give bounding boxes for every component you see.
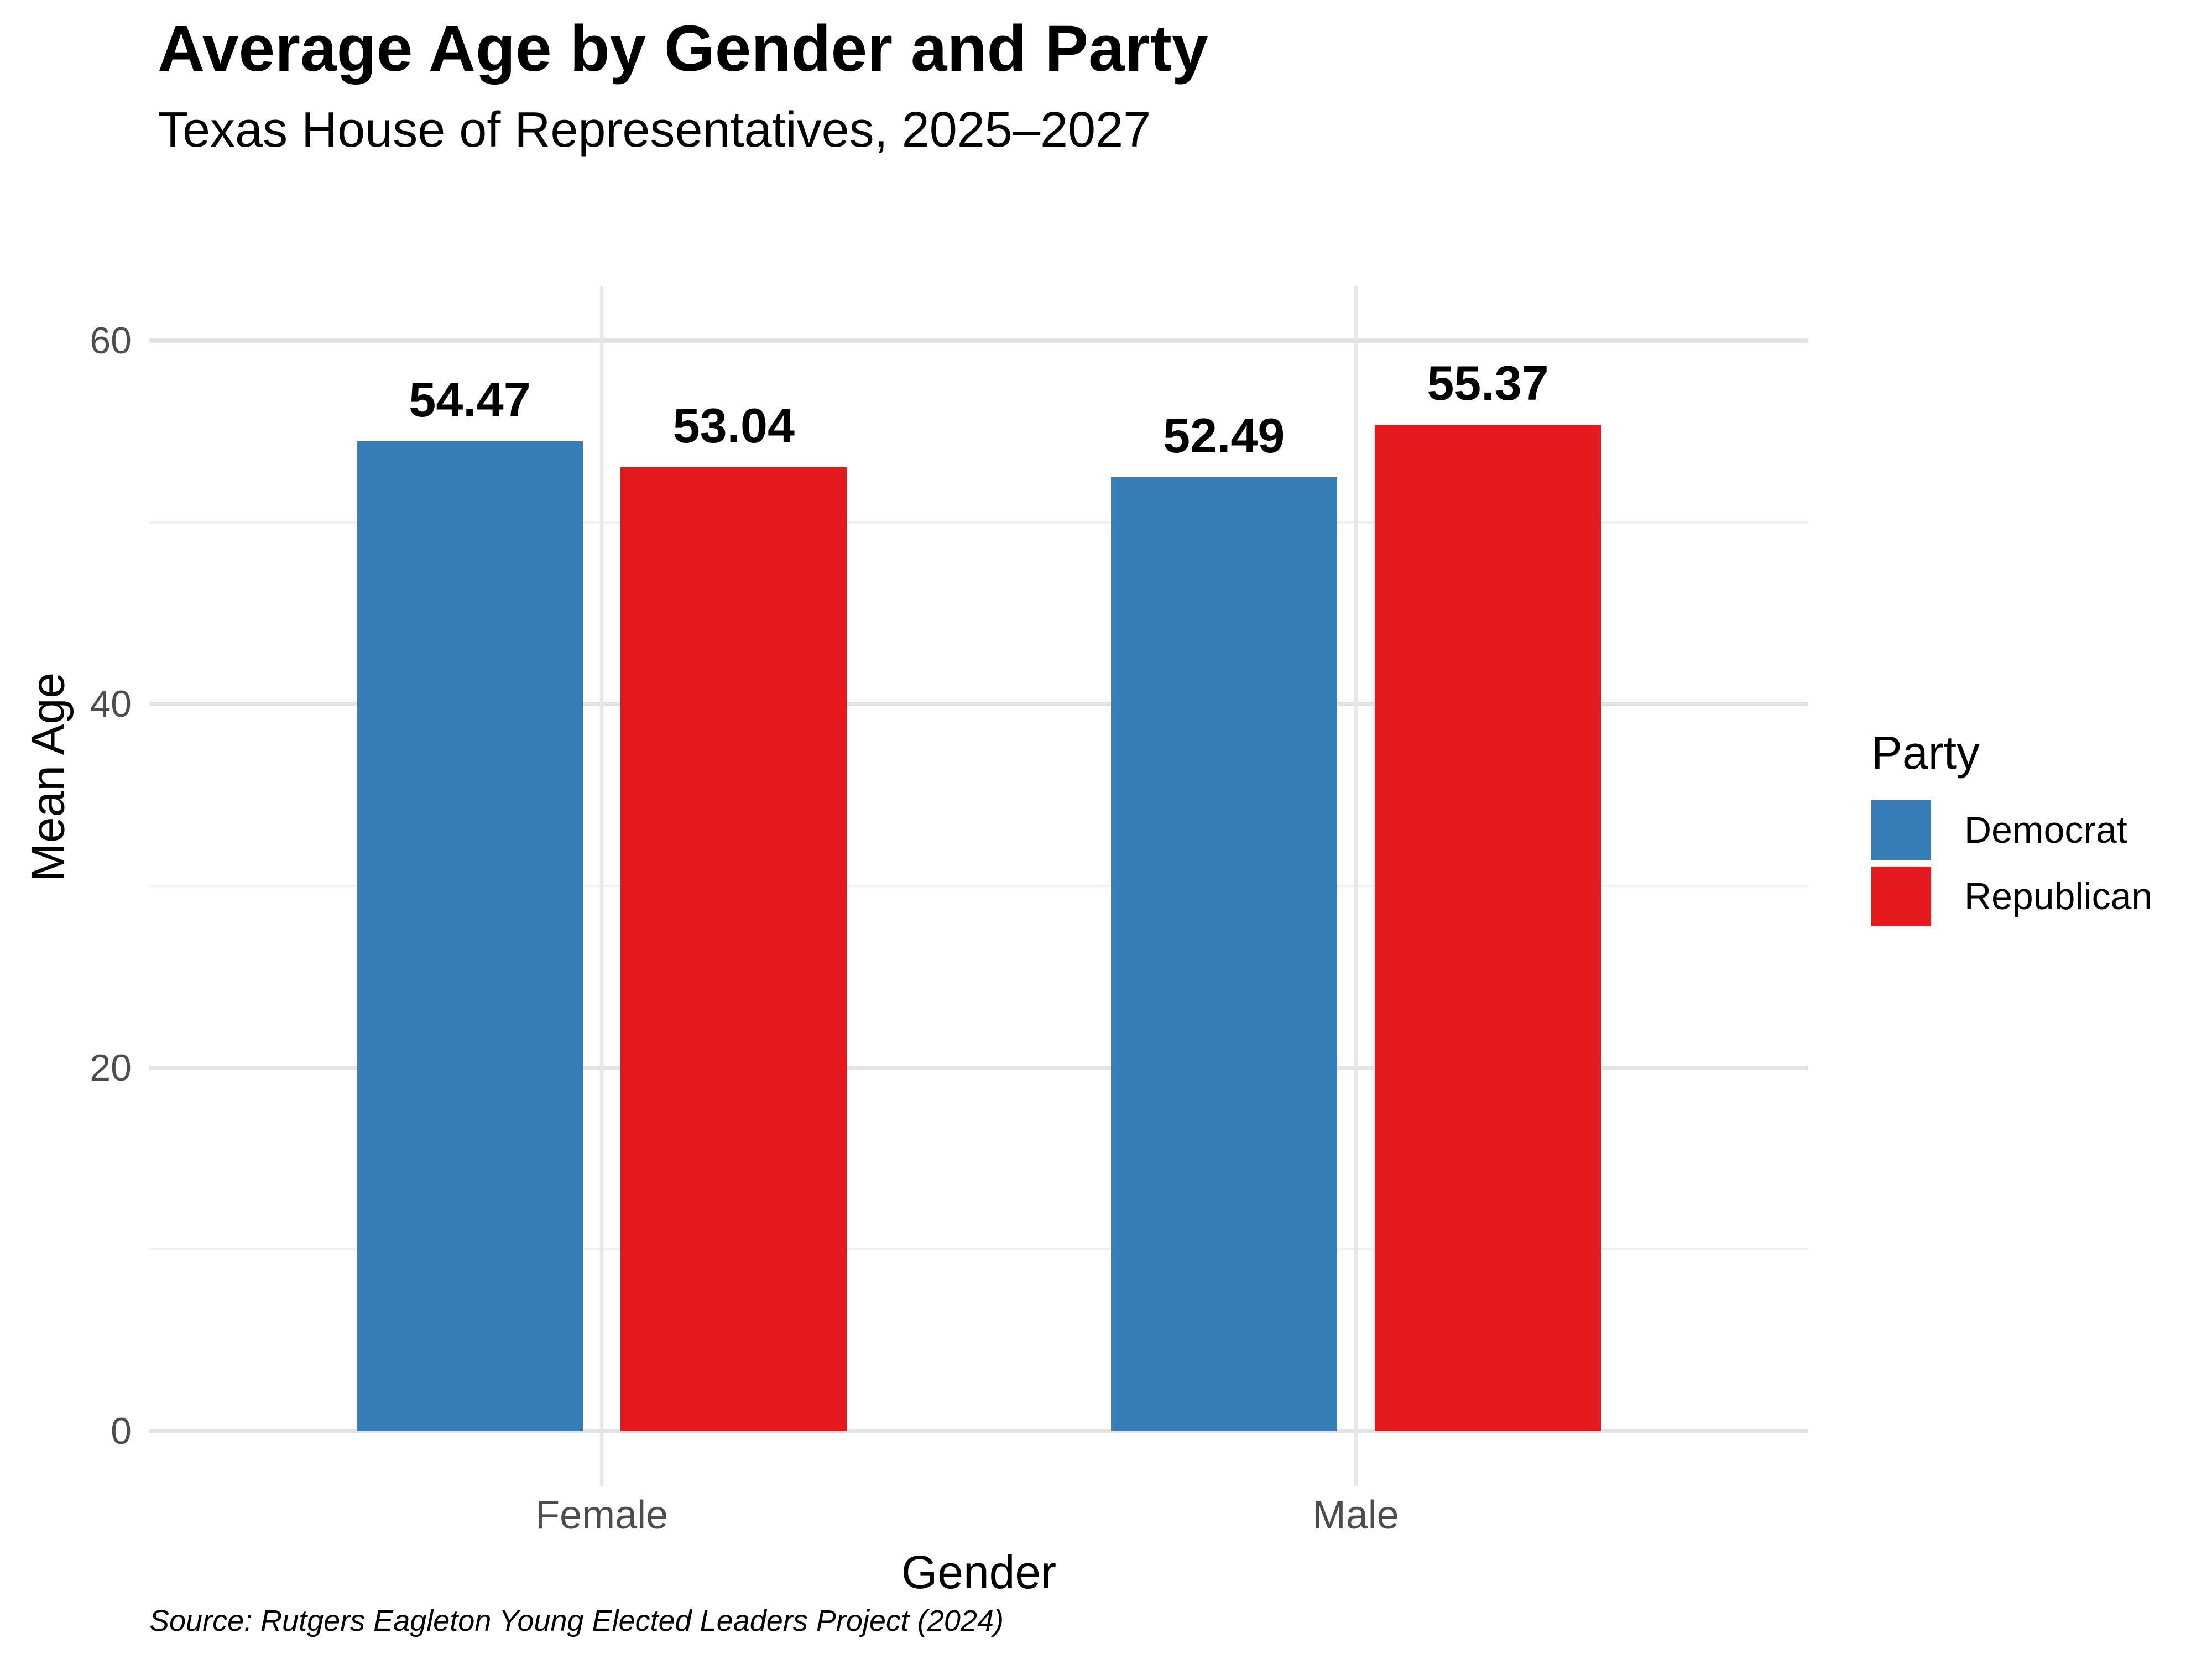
legend-items: Democrat Republican	[1871, 800, 2203, 926]
plot-panel: 54.47 52.49 53.04 55.37	[149, 286, 1808, 1486]
legend-label-republican: Republican	[1964, 875, 2153, 917]
gridline-minor-y50	[149, 521, 1808, 524]
legend-item-republican: Republican	[1871, 867, 2203, 926]
bar-male-democrat	[1110, 477, 1337, 1431]
x-tick-label-female: Female	[535, 1493, 669, 1537]
chart-title: Average Age by Gender and Party	[158, 12, 1208, 85]
chart-subtitle: Texas House of Representatives, 2025–202…	[158, 102, 1151, 158]
gridline-x-female	[600, 286, 604, 1486]
source-caption: Source: Rutgers Eagleton Young Elected L…	[149, 1604, 1004, 1637]
gridline-major-y40	[149, 702, 1808, 707]
bar-male-republican	[1374, 425, 1601, 1431]
legend-label-democrat: Democrat	[1964, 809, 2127, 851]
gridline-major-y60	[149, 338, 1808, 343]
x-axis-title: Gender	[901, 1546, 1057, 1598]
y-tick-label-0: 0	[111, 1410, 132, 1452]
gridline-minor-y10	[149, 1248, 1808, 1251]
legend-swatch-republican	[1871, 867, 1931, 926]
legend-item-democrat: Democrat	[1871, 800, 2203, 860]
bar-value-label-female-democrat: 54.47	[409, 372, 531, 427]
legend-swatch-democrat	[1871, 800, 1931, 860]
x-tick-label-male: Male	[1312, 1493, 1399, 1537]
bar-female-democrat	[357, 441, 583, 1431]
gridline-major-y0	[149, 1429, 1808, 1433]
y-tick-label-60: 60	[90, 320, 132, 362]
y-tick-label-40: 40	[90, 683, 132, 726]
legend-title: Party	[1871, 727, 1980, 779]
bar-value-label-male-democrat: 52.49	[1163, 408, 1285, 463]
gridline-x-male	[1354, 286, 1358, 1486]
bar-female-republican	[620, 467, 847, 1431]
gridline-minor-y30	[149, 885, 1808, 887]
gridline-major-y20	[149, 1065, 1808, 1070]
legend: Party Democrat Republican	[1871, 725, 2203, 933]
y-tick-label-20: 20	[90, 1046, 132, 1089]
y-axis-title: Mean Age	[22, 672, 74, 882]
bar-value-label-female-republican: 53.04	[672, 398, 795, 453]
bar-value-label-male-republican: 55.37	[1427, 356, 1549, 411]
